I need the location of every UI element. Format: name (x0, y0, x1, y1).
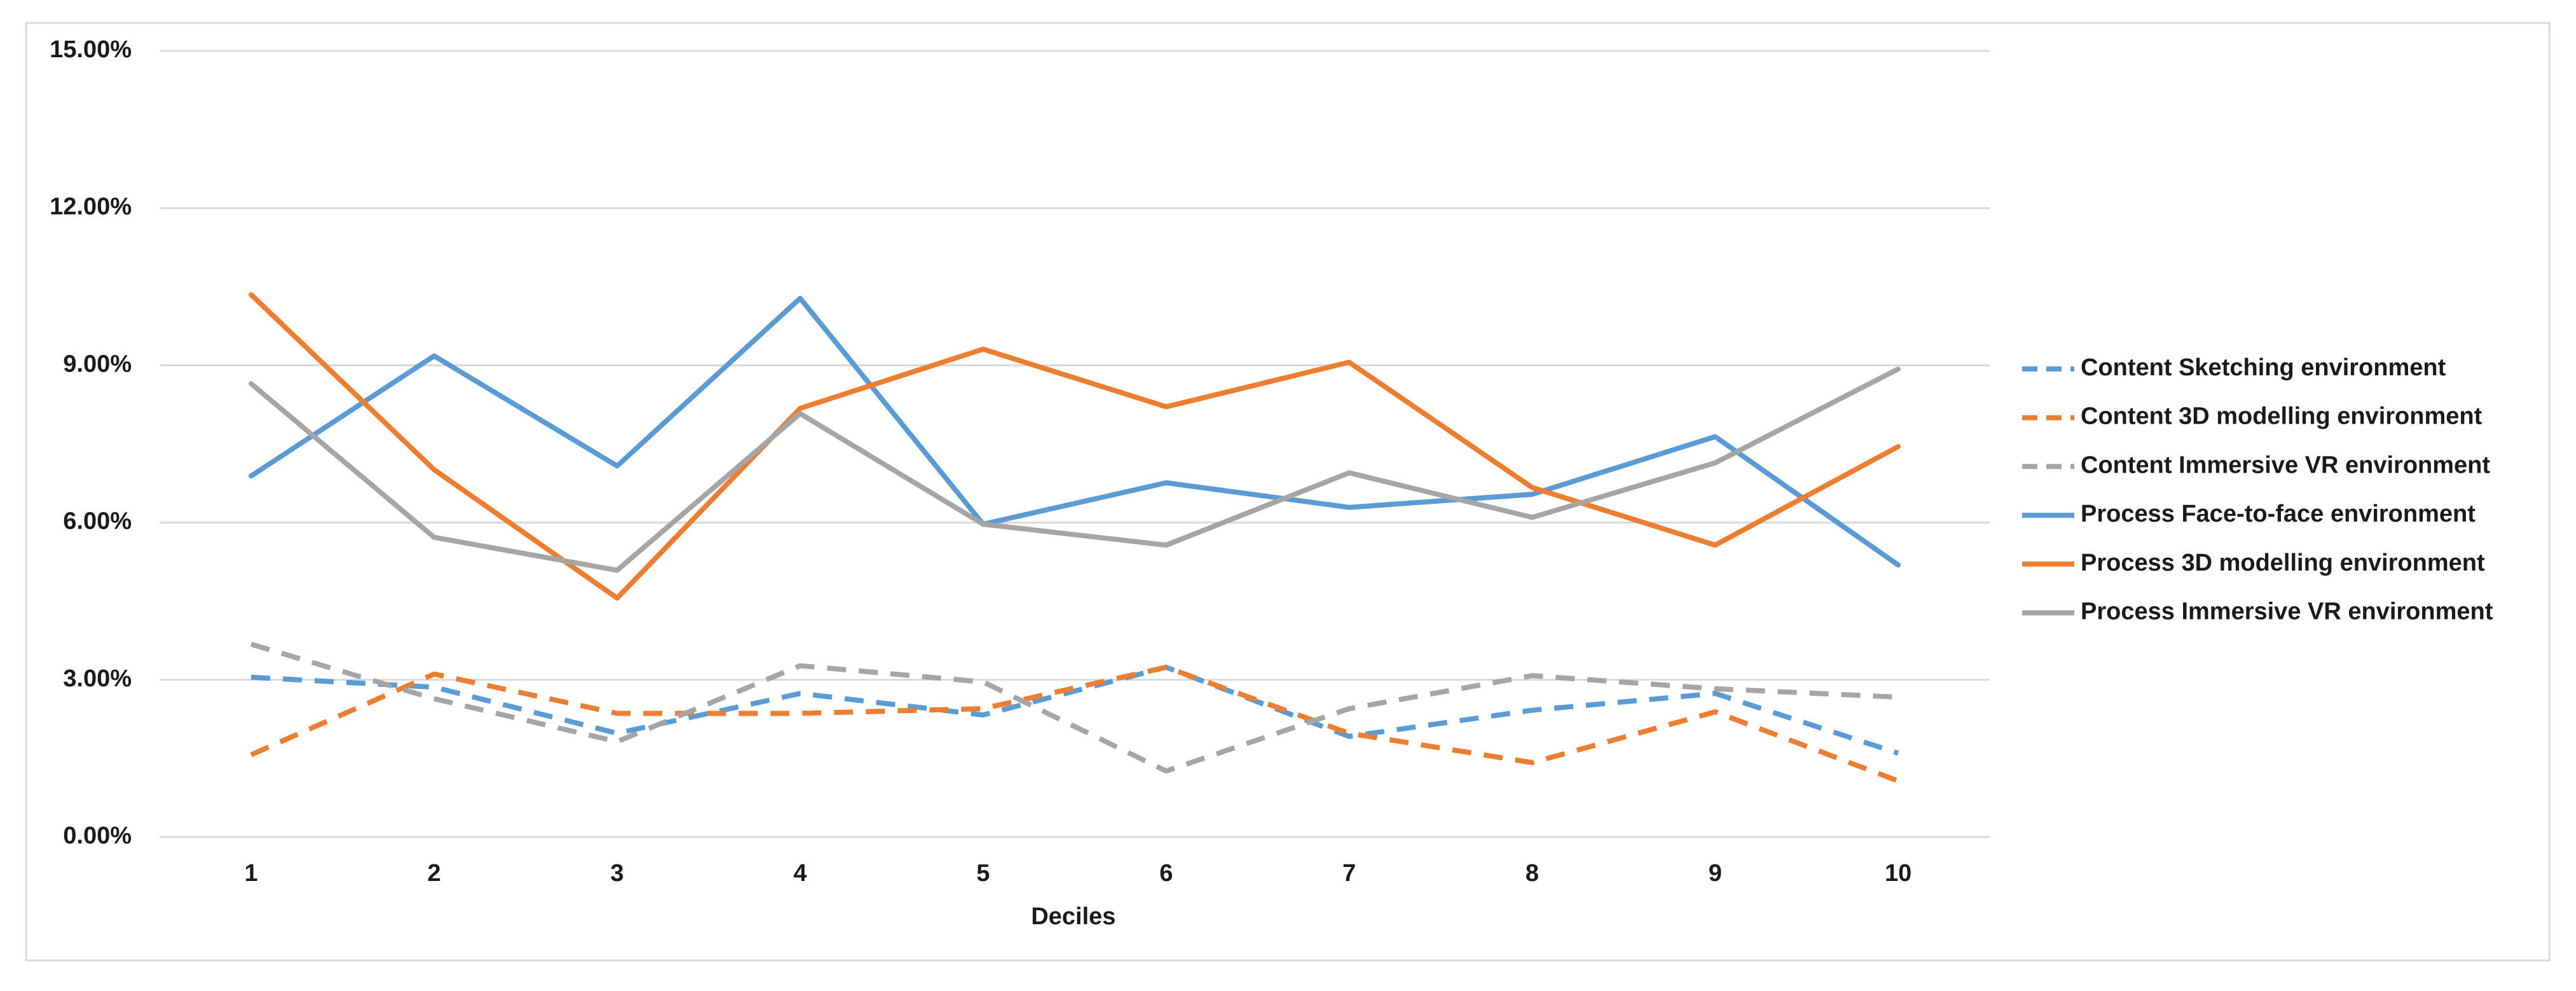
x-axis-title: Deciles (1031, 903, 1115, 930)
x-tick-label: 6 (1159, 860, 1173, 887)
y-tick-label: 15.00% (50, 36, 132, 63)
legend-label: Process 3D modelling environment (2081, 550, 2485, 576)
y-tick-label: 9.00% (63, 350, 132, 377)
x-tick-label: 3 (610, 860, 624, 887)
x-tick-label: 4 (794, 860, 807, 887)
x-tick-label: 7 (1342, 860, 1356, 887)
series-line (250, 641, 1899, 774)
series-line (248, 366, 1901, 573)
series-line (248, 295, 1901, 568)
chart-border (25, 22, 2551, 962)
y-tick-label: 3.00% (63, 665, 132, 692)
legend-label: Content Immersive VR environment (2081, 452, 2490, 478)
x-tick-label: 8 (1526, 860, 1539, 887)
legend-label: Content 3D modelling environment (2081, 403, 2483, 430)
y-tick-label: 0.00% (63, 822, 132, 849)
series-line (251, 665, 1899, 756)
x-tick-label: 1 (244, 860, 258, 887)
x-tick-label: 2 (427, 860, 441, 887)
x-tick-label: 9 (1709, 860, 1722, 887)
legend-label: Process Immersive VR environment (2081, 599, 2493, 625)
y-tick-label: 6.00% (63, 508, 132, 535)
x-tick-label: 5 (977, 860, 990, 887)
legend-label: Content Sketching environment (2081, 354, 2446, 381)
legend-label: Process Face-to-face environment (2081, 501, 2476, 527)
series-line (250, 665, 1899, 784)
series-line (248, 292, 1901, 601)
x-tick-label: 10 (1885, 860, 1911, 887)
y-tick-label: 12.00% (50, 193, 132, 220)
